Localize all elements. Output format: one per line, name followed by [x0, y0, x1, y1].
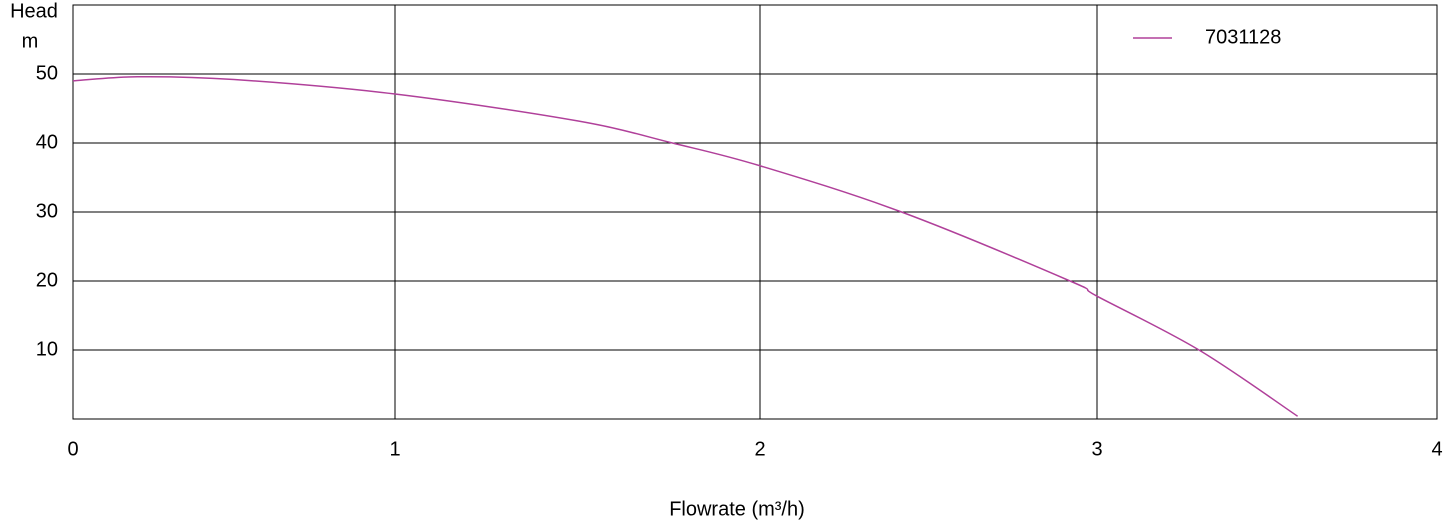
x-tick-label: 2 — [754, 438, 765, 460]
x-axis-label: Flowrate (m³/h) — [669, 498, 805, 520]
y-tick-label: 50 — [36, 62, 58, 84]
x-tick-label: 3 — [1091, 438, 1102, 460]
y-axis-unit: m — [22, 30, 39, 52]
y-axis-label: Head — [10, 0, 58, 22]
y-tick-label: 20 — [36, 269, 58, 291]
series-line — [72, 75, 1299, 417]
y-tick-label: 10 — [36, 338, 58, 360]
legend-label: 7031128 — [1205, 26, 1281, 48]
y-tick-label: 40 — [36, 131, 58, 153]
x-tick-label: 0 — [67, 438, 78, 460]
x-tick-label: 4 — [1431, 438, 1442, 460]
x-tick-label: 1 — [389, 438, 400, 460]
y-tick-label: 30 — [36, 200, 58, 222]
